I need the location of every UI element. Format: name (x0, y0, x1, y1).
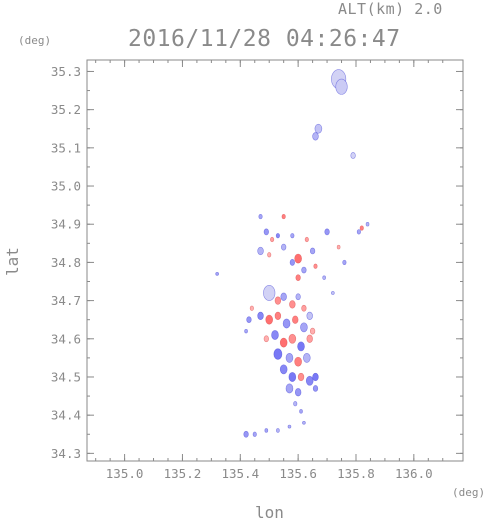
data-cell (281, 213, 286, 220)
data-cell (295, 274, 301, 282)
altitude-label: ALT(km) 2.0 (338, 0, 443, 18)
data-cell (324, 228, 330, 236)
data-cell (281, 243, 287, 251)
chart-title-timestamp: 2016/11/28 04:26:47 (128, 26, 401, 52)
data-cell (263, 335, 269, 343)
data-cell (313, 263, 318, 269)
data-cell (356, 229, 361, 235)
data-cell (335, 78, 348, 95)
data-cell (336, 244, 341, 250)
data-cell (246, 316, 252, 324)
x-tick-label: 136.0 (395, 466, 433, 481)
data-cell (288, 372, 297, 382)
data-cell (306, 334, 313, 343)
data-cell (257, 311, 264, 320)
data-cell (306, 311, 313, 320)
x-axis-unit: (deg) (452, 486, 486, 499)
data-cell (280, 292, 287, 301)
data-cell (312, 372, 319, 382)
x-tick-label: 135.6 (279, 466, 317, 481)
data-cell (252, 431, 257, 437)
data-cell (365, 222, 370, 227)
data-cell (359, 225, 364, 231)
data-cell (342, 259, 347, 266)
x-tick-label: 135.2 (164, 466, 202, 481)
data-cell (293, 401, 298, 407)
data-cell (243, 430, 249, 438)
data-cell (309, 327, 316, 335)
data-cell (294, 253, 302, 264)
data-cell (305, 375, 314, 386)
data-cell (244, 328, 248, 334)
x-tick-label: 135.0 (106, 466, 144, 481)
data-cell (294, 356, 302, 367)
data-cell (297, 372, 305, 382)
data-cell (350, 152, 356, 159)
y-axis-unit: (deg) (18, 34, 52, 47)
data-cell (267, 252, 272, 258)
data-cell (257, 246, 264, 256)
data-cell (279, 337, 288, 348)
data-cell (300, 322, 308, 333)
data-cell (285, 353, 294, 363)
data-cell (312, 385, 319, 392)
data-cell (312, 132, 319, 141)
y-tick-label: 35.2 (51, 102, 81, 117)
data-cell (285, 383, 294, 394)
data-cell (258, 213, 263, 220)
data-cell (249, 305, 254, 311)
data-cell (265, 314, 273, 325)
data-cell (295, 293, 301, 301)
y-tick-label: 34.3 (51, 446, 81, 461)
y-tick-label: 34.8 (51, 255, 81, 270)
data-cell (276, 428, 280, 433)
y-tick-label: 35.0 (51, 179, 81, 194)
y-tick-label: 34.4 (51, 408, 81, 423)
data-cell (271, 330, 279, 340)
data-cell (264, 428, 269, 433)
data-cell (274, 296, 282, 305)
data-cell (303, 353, 311, 363)
data-cell (288, 333, 297, 344)
data-cell (314, 123, 323, 134)
data-cell (294, 388, 302, 397)
data-cell (297, 341, 305, 352)
y-tick-label: 34.5 (51, 369, 81, 384)
data-cell (279, 364, 288, 375)
y-tick-label: 34.7 (51, 293, 81, 308)
data-cell (290, 233, 295, 239)
x-tick-label: 135.8 (337, 466, 375, 481)
y-tick-label: 34.9 (51, 217, 81, 232)
data-cell (274, 311, 282, 320)
data-cell (289, 300, 296, 309)
data-cell (289, 259, 295, 266)
data-cell (292, 315, 299, 324)
data-cell (215, 272, 219, 276)
data-cell (287, 424, 292, 429)
data-cell (275, 233, 280, 239)
ticks-layer: 135.0 135.2 135.4 135.6 135.8 136.0 34.3 34.4 34… (51, 60, 463, 481)
data-cell (301, 304, 307, 312)
y-tick-label: 35.3 (51, 64, 81, 79)
data-cell (302, 420, 306, 425)
data-cell (299, 409, 303, 414)
data-cell (282, 318, 291, 329)
x-axis-label: lon (255, 503, 284, 522)
data-cell (273, 348, 283, 360)
data-cell (263, 285, 276, 301)
y-tick-label: 34.6 (51, 331, 81, 346)
data-cell (304, 236, 309, 243)
data-cell (331, 291, 335, 295)
plot-frame (86, 59, 464, 462)
data-cell (309, 247, 316, 255)
data-cells-layer (215, 69, 370, 438)
y-tick-label: 35.1 (51, 140, 81, 155)
data-cell (322, 275, 326, 280)
data-cell (263, 228, 269, 236)
data-cell (270, 236, 275, 243)
data-cell (301, 266, 307, 274)
x-tick-label: 135.4 (221, 466, 259, 481)
